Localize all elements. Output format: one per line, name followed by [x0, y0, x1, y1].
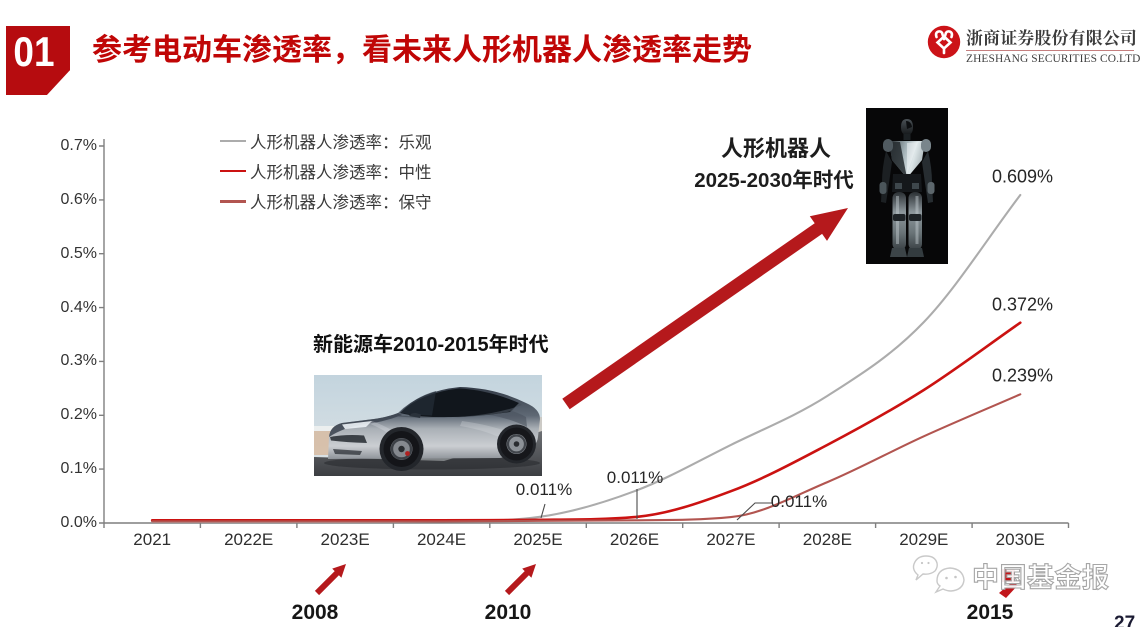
page-number-clip: 27: [1114, 614, 1140, 627]
y-tick-label: 0.2%: [60, 406, 97, 424]
zheshang-logo-icon: [927, 25, 961, 59]
timeline-year-2015: 2015: [966, 601, 1014, 624]
series-end-label: 0.239%: [992, 365, 1054, 386]
big-rise-arrow: [562, 208, 848, 410]
x-tick-label: 2022E: [224, 530, 274, 549]
x-tick-label: 2024E: [416, 530, 467, 549]
legend-item: 人形机器人渗透率：中性: [220, 161, 432, 181]
watermark-red-flag-icon: [999, 569, 1018, 598]
y-tick-label: 0.7%: [60, 137, 97, 154]
timeline-year-2010: 2010: [484, 601, 532, 624]
legend-item: 人形机器人渗透率：乐观: [220, 131, 432, 151]
humanoid-robot-photo: [866, 108, 948, 264]
page-title: 参考电动车渗透率，看未来人形机器人渗透率走势: [92, 25, 752, 69]
x-tick-label: 2026E: [609, 530, 660, 549]
x-tick-label: 2029E: [899, 530, 949, 549]
timeline-arrow-2008-icon: [314, 564, 346, 596]
timeline-arrow-2010-icon: [504, 564, 536, 596]
section-number: 01: [13, 28, 55, 75]
y-tick-label: 0.1%: [60, 460, 97, 478]
timeline-year-2008: 2008: [291, 601, 339, 624]
x-tick-label: 2027E: [706, 530, 756, 549]
y-tick-label: 0.0%: [60, 514, 97, 531]
x-tick-label: 2021: [133, 530, 172, 549]
callout-leader-line: [736, 502, 772, 521]
page-number: 27: [1114, 614, 1136, 627]
x-tick-label: 2030E: [995, 530, 1045, 549]
y-tick-label: 0.3%: [60, 352, 97, 370]
legend-label: 人形机器人渗透率：中性: [250, 159, 432, 184]
series-line-1: [150, 321, 1022, 522]
x-tick-label: 2023E: [320, 530, 370, 549]
series-end-label: 0.609%: [992, 166, 1054, 187]
y-tick-label: 0.4%: [60, 298, 97, 316]
legend-label: 人形机器人渗透率：乐观: [250, 129, 432, 153]
legend-swatch: [220, 169, 246, 173]
robot-era-label-line2: 2025-2030年时代: [694, 163, 854, 193]
watermark-text: 中国基金报: [971, 556, 1110, 595]
y-tick-label: 0.6%: [60, 190, 97, 208]
series-end-label: 0.372%: [992, 294, 1054, 315]
brand-company-name-en: ZHESHANG SECURITIES CO.LTD: [966, 53, 1141, 65]
legend-swatch: [220, 139, 246, 143]
legend-swatch: [220, 200, 246, 203]
section-number-badge: 01: [6, 26, 70, 95]
robot-era-label-line1: 人形机器人: [720, 131, 831, 163]
x-tick-label: 2025E: [513, 530, 563, 549]
callout-label: 0.011%: [770, 492, 828, 511]
callout-leader-line: [540, 503, 546, 519]
brand-underline: [966, 50, 1134, 51]
y-tick-label: 0.5%: [60, 244, 97, 262]
fund-news-bubbles-logo-icon: [910, 553, 970, 599]
brand-company-name-cn: 浙商证券股份有限公司: [966, 24, 1137, 49]
callout-label: 0.011%: [606, 468, 664, 487]
series-line-2: [151, 393, 1022, 523]
x-tick-label: 2028E: [802, 530, 852, 549]
ev-era-label: 新能源车2010-2015年时代: [313, 328, 549, 357]
legend-item: 人形机器人渗透率：保守: [220, 191, 432, 211]
legend-label: 人形机器人渗透率：保守: [250, 189, 432, 214]
tesla-model-y-photo: [314, 375, 542, 476]
callout-label: 0.011%: [515, 480, 573, 499]
